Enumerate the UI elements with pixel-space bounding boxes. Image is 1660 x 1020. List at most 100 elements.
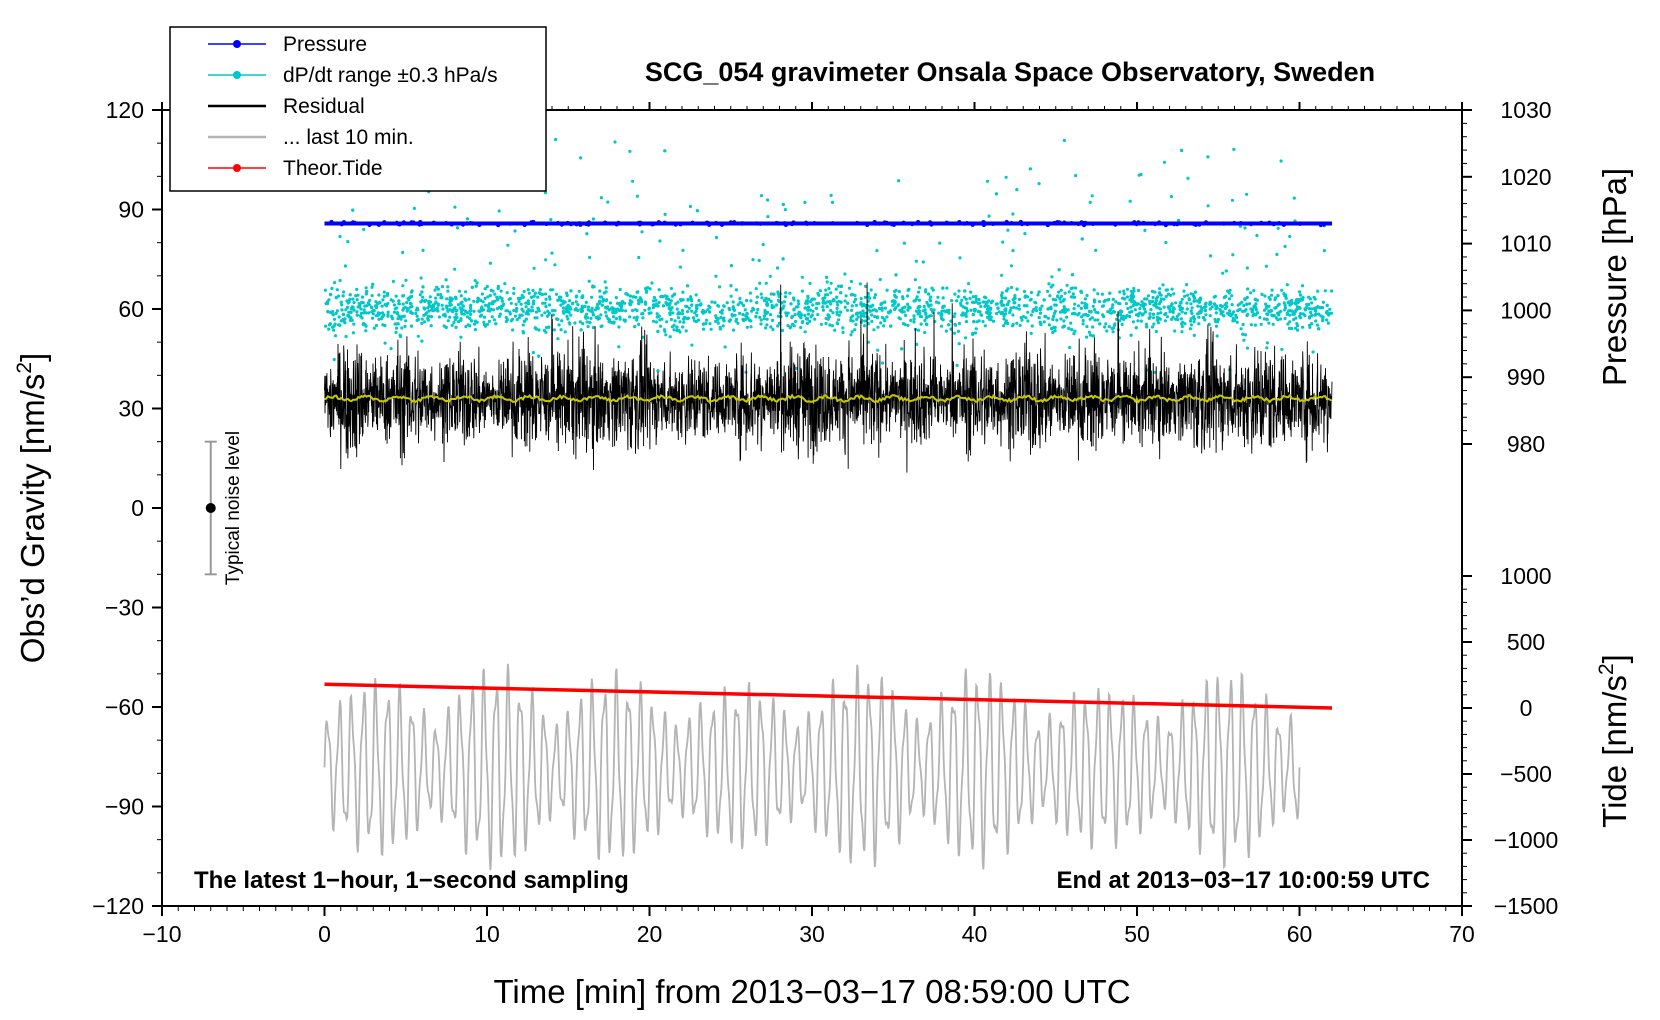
dpdt-point [967, 282, 971, 286]
dpdt-point [1151, 299, 1155, 304]
dpdt-point [1081, 318, 1085, 323]
dpdt-point [917, 311, 921, 315]
dpdt-point [973, 309, 977, 313]
pressure-point [1062, 220, 1067, 225]
dpdt-point [1051, 317, 1055, 321]
dpdt-point [695, 313, 699, 318]
dpdt-point [1192, 320, 1196, 324]
dpdt-point [409, 310, 413, 314]
dpdt-point [1192, 299, 1196, 303]
dpdt-point [906, 323, 910, 327]
dpdt-point [755, 301, 759, 305]
dpdt-point [941, 304, 945, 309]
dpdt-point [361, 301, 365, 305]
dpdt-point [1283, 308, 1287, 312]
pressure-point [673, 222, 678, 227]
dpdt-point [517, 316, 521, 320]
dpdt-point [906, 294, 910, 298]
dpdt-point [514, 309, 519, 313]
dpdt-point [1024, 316, 1028, 320]
dpdt-point [869, 288, 873, 292]
dpdt-point [947, 311, 951, 315]
dpdt-point [503, 282, 507, 286]
y-axis-label-pressure: Pressure [hPa] [1596, 168, 1633, 386]
dpdt-point [613, 140, 617, 144]
dpdt-point [1114, 300, 1118, 304]
dpdt-point [1131, 320, 1135, 324]
dpdt-point [736, 321, 740, 325]
dpdt-point [1232, 147, 1236, 151]
dpdt-point [416, 317, 420, 322]
dpdt-point [1275, 252, 1279, 257]
dpdt-point [346, 313, 350, 317]
dpdt-point [916, 290, 921, 294]
dpdt-point [1245, 313, 1249, 318]
dpdt-point [751, 258, 755, 262]
dpdt-point [1017, 307, 1021, 311]
dpdt-point [1310, 301, 1314, 305]
dpdt-point [748, 291, 753, 295]
dpdt-point [883, 300, 887, 304]
dpdt-point [1161, 283, 1165, 287]
dpdt-point [1192, 333, 1196, 337]
dpdt-point [601, 299, 605, 303]
dpdt-point [1096, 311, 1100, 315]
dpdt-point [343, 264, 347, 268]
dpdt-point [453, 267, 457, 271]
dpdt-point [682, 317, 686, 321]
dpdt-point [532, 294, 536, 298]
dpdt-point [924, 312, 928, 316]
dpdt-point [1326, 321, 1330, 325]
pressure-point [812, 221, 817, 226]
dpdt-point [721, 324, 725, 328]
dpdt-point [386, 313, 390, 317]
dpdt-point [1187, 297, 1191, 301]
dpdt-point [464, 290, 468, 294]
dpdt-point [1125, 314, 1129, 318]
dpdt-point [977, 297, 981, 302]
dpdt-point [493, 292, 497, 296]
dpdt-point [991, 319, 996, 323]
dpdt-point [682, 320, 686, 324]
dpdt-point [453, 318, 457, 322]
dpdt-point [957, 342, 961, 346]
dpdt-point [1096, 292, 1100, 296]
dpdt-point [639, 298, 643, 302]
dpdt-point [763, 309, 767, 313]
dpdt-point [775, 303, 779, 307]
dpdt-point [370, 316, 375, 320]
dpdt-point [478, 310, 482, 314]
dpdt-point [459, 317, 463, 321]
dpdt-point [340, 308, 344, 312]
dpdt-point [847, 286, 852, 290]
dpdt-point [863, 295, 867, 299]
dpdt-point [1159, 297, 1163, 301]
dpdt-point [1073, 312, 1077, 316]
dpdt-point [923, 318, 927, 323]
dpdt-point [673, 319, 677, 323]
dpdt-point [1004, 312, 1008, 316]
dpdt-point [575, 294, 579, 298]
dpdt-point [956, 295, 960, 299]
dpdt-point [959, 301, 963, 305]
dpdt-point [694, 293, 698, 297]
pressure-point [854, 220, 860, 226]
dpdt-point [1245, 192, 1249, 196]
dpdt-point [662, 328, 667, 332]
dpdt-point [952, 331, 957, 335]
dpdt-point [1037, 182, 1041, 186]
dpdt-point [803, 306, 807, 310]
dpdt-point [738, 311, 742, 315]
dpdt-point [734, 288, 739, 292]
dpdt-point [448, 315, 452, 319]
dpdt-point [378, 301, 382, 305]
dpdt-point [875, 249, 879, 253]
dpdt-point [678, 330, 682, 334]
dpdt-point [880, 361, 885, 365]
dpdt-point [1328, 307, 1332, 311]
dpdt-point [488, 309, 492, 313]
dpdt-point [1128, 314, 1132, 319]
dpdt-point [473, 328, 477, 332]
dpdt-point [1015, 287, 1019, 291]
dpdt-point [628, 303, 633, 307]
